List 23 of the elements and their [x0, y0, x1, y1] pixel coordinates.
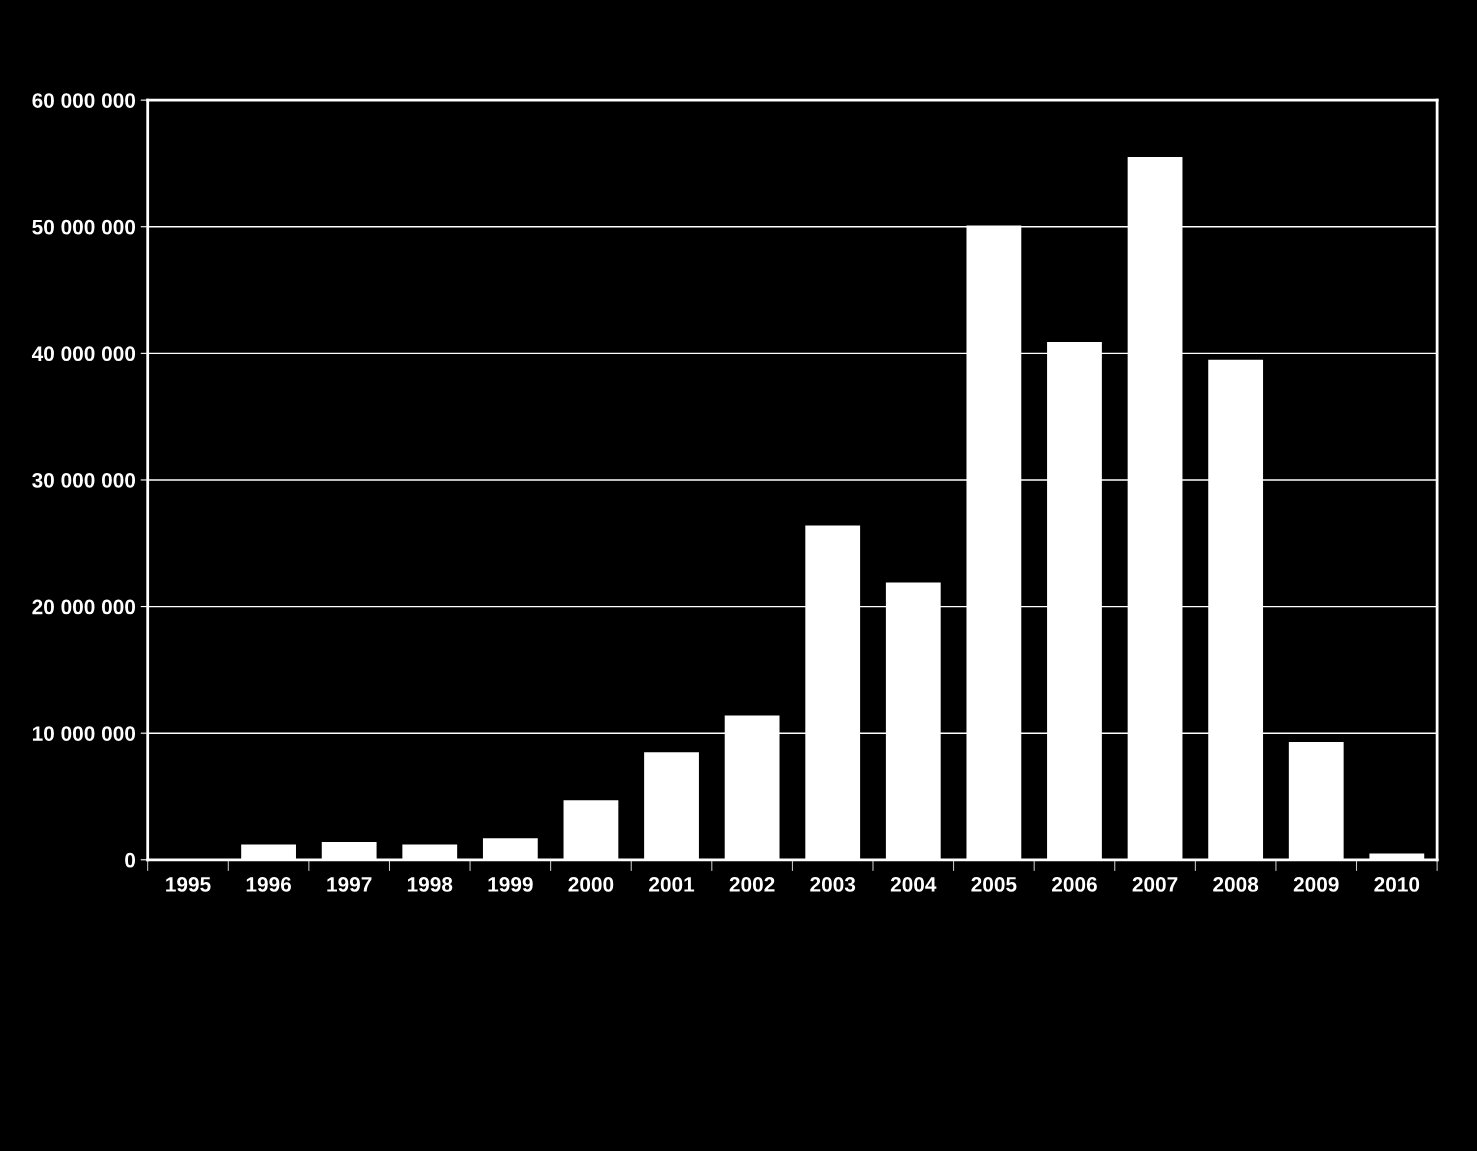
x-tick-label: 2007	[1132, 877, 1178, 892]
x-tick-label: 1999	[488, 877, 533, 892]
x-tick-label: 2002	[729, 877, 775, 892]
x-tick-label: 2005	[971, 877, 1017, 892]
x-tick-label: 1998	[407, 877, 453, 892]
x-tick-label: 2010	[1374, 877, 1420, 892]
x-tick-label: 1997	[327, 877, 372, 892]
y-tick-label: 30 000 000	[32, 472, 136, 488]
y-tick-label: 0	[125, 852, 136, 868]
x-tick-label: 2001	[649, 877, 695, 892]
x-tick-label: 2003	[810, 877, 856, 892]
y-tick-label: 50 000 000	[32, 219, 136, 235]
x-tick-label: 1996	[246, 877, 292, 892]
x-tick-label: 1995	[166, 877, 211, 892]
y-tick-label: 20 000 000	[32, 599, 136, 615]
x-tick-label: 2009	[1293, 877, 1339, 892]
y-tick-label: 40 000 000	[31, 346, 136, 362]
x-tick-label: 2000	[568, 877, 614, 892]
y-tick-label: 10 000 000	[32, 726, 136, 741]
x-tick-label: 2008	[1213, 877, 1259, 892]
y-tick-label: 60 000 000	[32, 93, 136, 108]
x-tick-label: 2004	[890, 877, 937, 892]
x-tick-label: 2006	[1052, 877, 1097, 892]
